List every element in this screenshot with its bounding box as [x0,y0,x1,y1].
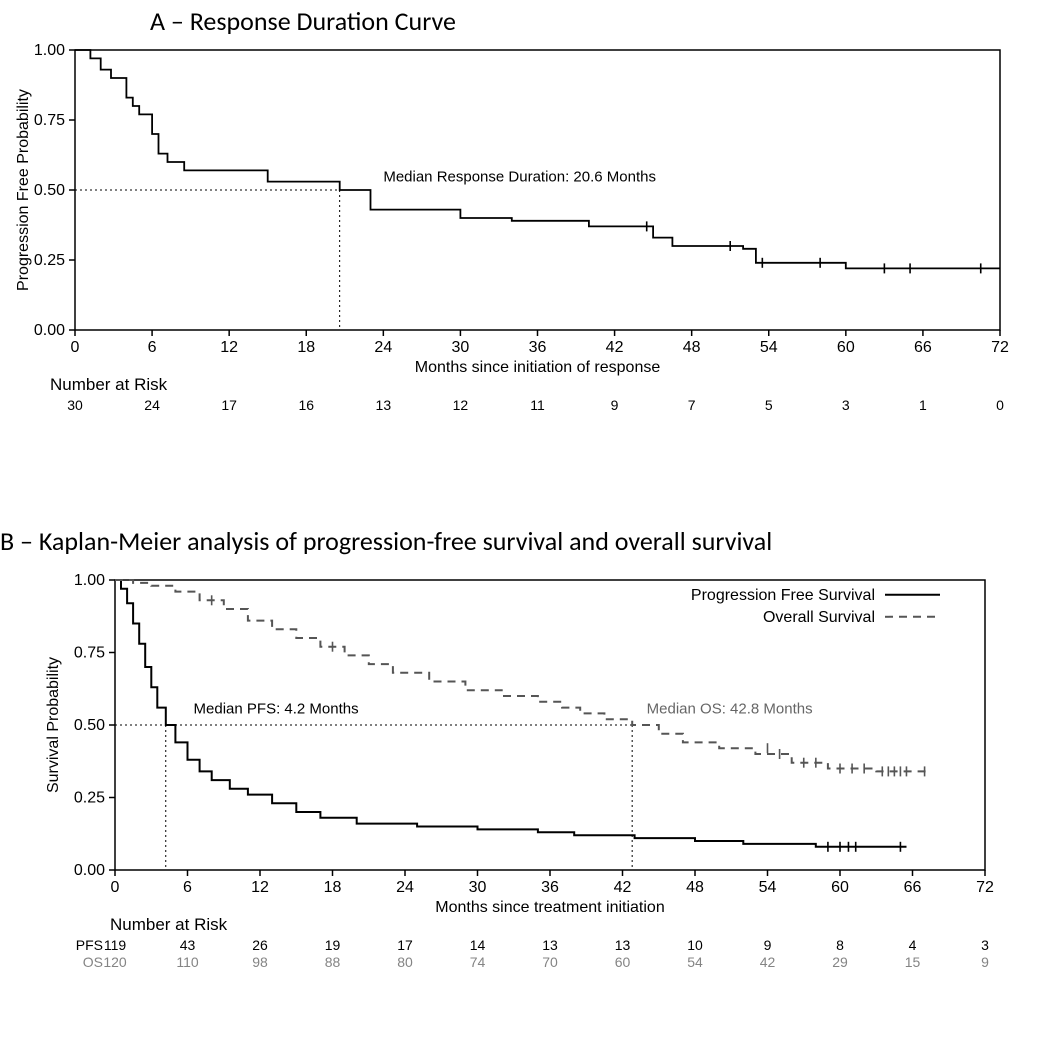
risk-value: 54 [687,954,703,970]
risk-value: 29 [832,954,848,970]
xtick-label: 30 [469,879,487,896]
panel-a-title: A – Response Duration Curve [150,5,456,37]
risk-table-label: Number at Risk [50,375,168,394]
risk-value: 0 [996,397,1004,410]
risk-value: 7 [688,397,696,410]
km-svg: 0.000.250.500.751.0006121824303642485460… [10,40,1010,410]
ylabel: Survival Probability [45,657,62,793]
risk-value: 17 [221,397,237,410]
xtick-label: 54 [759,879,777,896]
risk-value: 9 [764,937,772,953]
xlabel: Months since treatment initiation [435,899,664,916]
risk-value: 70 [542,954,558,970]
risk-value: 9 [611,397,619,410]
risk-value: 14 [470,937,486,953]
xtick-label: 60 [831,879,849,896]
ytick-label: 0.25 [74,790,105,807]
xtick-label: 12 [251,879,269,896]
risk-value: 3 [842,397,850,410]
risk-value: 13 [376,397,392,410]
xlabel: Months since initiation of response [415,359,661,376]
risk-value: 1 [919,397,927,410]
xtick-label: 6 [183,879,192,896]
xtick-label: 60 [837,339,855,356]
risk-value: 119 [104,937,127,953]
risk-value: 110 [176,954,199,970]
risk-value: 19 [325,937,341,953]
xtick-label: 42 [606,339,624,356]
risk-value: 88 [325,954,341,970]
risk-value: 12 [453,397,469,410]
legend-label: Progression Free Survival [691,587,875,604]
xtick-label: 0 [71,339,80,356]
risk-row-name: OS [83,954,103,970]
risk-value: 3 [981,937,989,953]
xtick-label: 30 [452,339,470,356]
risk-value: 30 [67,397,83,410]
xtick-label: 12 [220,339,238,356]
risk-value: 10 [687,937,703,953]
xtick-label: 72 [976,879,994,896]
xtick-label: 24 [396,879,414,896]
xtick-label: 18 [324,879,342,896]
ylabel: Progression Free Probability [15,89,32,291]
plot-border [75,50,1000,330]
risk-value: 8 [836,937,844,953]
panel-a-chart: 0.000.250.500.751.0006121824303642485460… [10,40,1010,410]
ytick-label: 0.25 [34,252,65,269]
xtick-label: 24 [374,339,392,356]
ytick-label: 0.75 [74,645,105,662]
xtick-label: 66 [904,879,922,896]
risk-value: 16 [298,397,314,410]
risk-table-label: Number at Risk [110,915,228,934]
km-svg: 0.000.250.500.751.0006121824303642485460… [10,570,1010,970]
xtick-label: 48 [686,879,704,896]
xtick-label: 48 [683,339,701,356]
xtick-label: 36 [541,879,559,896]
risk-value: 26 [252,937,268,953]
xtick-label: 18 [297,339,315,356]
annotation-text: Median PFS: 4.2 Months [194,700,359,717]
xtick-label: 72 [991,339,1009,356]
xtick-label: 36 [529,339,547,356]
ytick-label: 0.50 [34,182,65,199]
risk-value: 5 [765,397,773,410]
risk-value: 13 [542,937,558,953]
ytick-label: 0.00 [34,322,65,339]
risk-value: 98 [252,954,268,970]
xtick-label: 54 [760,339,778,356]
xtick-label: 42 [614,879,632,896]
risk-value: 11 [530,397,545,410]
ytick-label: 0.00 [74,862,105,879]
ytick-label: 0.50 [74,717,105,734]
risk-value: 42 [760,954,776,970]
risk-value: 80 [397,954,413,970]
ytick-label: 1.00 [34,42,65,59]
annotation-text: Median Response Duration: 20.6 Months [383,169,656,186]
xtick-label: 6 [148,339,157,356]
panel-b-title: B – Kaplan-Meier analysis of progression… [0,525,772,557]
ytick-label: 0.75 [34,112,65,129]
risk-value: 9 [981,954,989,970]
risk-value: 24 [144,397,160,410]
xtick-label: 66 [914,339,932,356]
risk-value: 120 [103,954,127,970]
risk-value: 13 [615,937,631,953]
risk-value: 60 [615,954,631,970]
risk-value: 17 [397,937,413,953]
annotation-text: Median OS: 42.8 Months [647,700,813,717]
risk-value: 74 [470,954,486,970]
risk-value: 15 [905,954,921,970]
xtick-label: 0 [111,879,120,896]
legend-label: Overall Survival [763,609,875,626]
panel-b-chart: 0.000.250.500.751.0006121824303642485460… [10,570,1010,970]
risk-row-name: PFS [76,937,103,953]
ytick-label: 1.00 [74,572,105,589]
risk-value: 4 [909,937,917,953]
risk-value: 43 [180,937,196,953]
